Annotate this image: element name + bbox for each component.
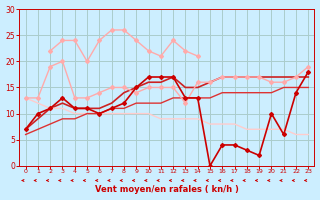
X-axis label: Vent moyen/en rafales ( kn/h ): Vent moyen/en rafales ( kn/h ) [95, 185, 239, 194]
